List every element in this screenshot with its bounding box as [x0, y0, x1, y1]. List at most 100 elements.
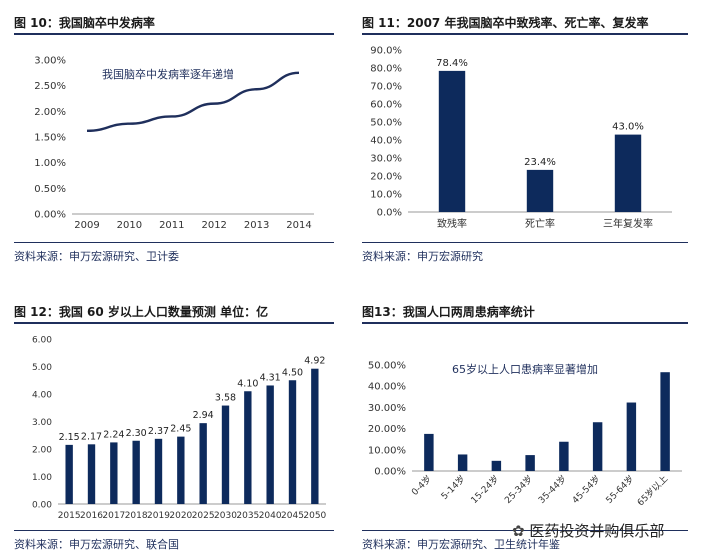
- chart-10-annotation: 我国脑卒中发病率逐年递增: [102, 67, 234, 81]
- chart-12-x-tick-label: 2020: [169, 511, 192, 521]
- chart-11-y-tick-label: 40.0%: [370, 136, 402, 147]
- chart-10-source: 资料来源：申万宏源研究、卫计委: [14, 250, 179, 263]
- chart-13-bar: [491, 460, 502, 471]
- chart-11-y-tick-label: 80.0%: [370, 64, 402, 75]
- chart-10-y-tick-label: 0.00%: [34, 210, 66, 221]
- chart-12-bar: [110, 442, 118, 504]
- chart-13-bar-chart: 0.00% 10.00% 20.00% 30.00% 40.00% 50.00% 0-4岁 5…: [368, 361, 682, 509]
- chart-13-bar: [660, 372, 670, 471]
- chart-11-top-rule: [362, 33, 688, 35]
- chart-12-source: 资料来源：申万宏源研究、联合国: [14, 538, 179, 551]
- chart-10-bottom-rule: [14, 242, 334, 243]
- chart-12-x-tick-label: 2025: [192, 511, 215, 521]
- chart-11-y-tick-label: 10.0%: [370, 190, 402, 201]
- chart-13-x-tick-label: 15-24岁: [468, 473, 501, 506]
- chart-13-y-tick-label: 30.00%: [368, 403, 406, 414]
- chart-11-y-tick-label: 90.0%: [370, 46, 402, 57]
- chart-10-y-tick-label: 1.00%: [34, 158, 66, 169]
- chart-10-x-tick-label: 2013: [244, 220, 269, 231]
- chart-12-bar: [244, 391, 252, 504]
- chart-13-source: 资料来源：申万宏源研究、卫生统计年鉴: [362, 538, 560, 551]
- chart-12-x-tick-label: 2030: [214, 511, 237, 521]
- chart-13-y-tick-label: 20.00%: [368, 424, 406, 435]
- chart-13-y-tick-label: 10.00%: [368, 445, 406, 456]
- chart-13-bar: [424, 433, 434, 471]
- chart-13-x-tick-label: 35-44岁: [536, 473, 569, 506]
- chart-11-y-tick-label: 0.0%: [377, 208, 402, 219]
- chart-12-bar: [199, 423, 207, 504]
- chart-11-y-tick-label: 60.0%: [370, 100, 402, 111]
- chart-12-data-label: 2.94: [193, 410, 214, 421]
- chart-11-bar: [614, 134, 642, 212]
- chart-12-bar-chart: 0.00 1.00 2.00 3.00 4.00 5.00 6.00 2.15 2015 2.17…: [32, 336, 327, 522]
- chart-12-x-tick-label: 2016: [80, 511, 103, 521]
- chart-12-data-label: 2.24: [103, 429, 124, 440]
- chart-12-y-tick-label: 5.00: [32, 363, 52, 373]
- chart-12-y-tick-label: 2.00: [32, 446, 52, 456]
- chart-10-line-chart: 0.00% 0.50% 1.00% 1.50% 2.00% 2.50% 3.00% 2009 2…: [34, 56, 314, 231]
- chart-12-bar: [221, 405, 230, 504]
- chart-13-x-tick-label: 45-54岁: [569, 473, 602, 506]
- chart-12-top-rule: [14, 322, 334, 324]
- chart-13-y-tick-label: 0.00%: [374, 467, 406, 478]
- chart-13-bar: [559, 441, 569, 471]
- chart-12-x-tick-label: 2017: [102, 511, 125, 521]
- chart-11-bottom-rule: [362, 242, 688, 243]
- chart-10-y-tick-label: 1.50%: [34, 133, 66, 144]
- chart-11-title: 图 11：2007 年我国脑卒中致残率、死亡率、复发率: [362, 16, 649, 30]
- chart-13-bar: [525, 455, 535, 471]
- chart-12-y-tick-label: 3.00: [32, 418, 52, 428]
- chart-10-y-tick-label: 0.50%: [34, 184, 66, 195]
- chart-13-x-tick-label: 0-4岁: [409, 473, 434, 498]
- chart-10-top-rule: [14, 33, 334, 35]
- chart-12-bar: [288, 380, 297, 504]
- chart-13-x-tick-label: 65岁以上: [635, 473, 671, 509]
- chart-10-y-tick-label: 2.50%: [34, 81, 66, 92]
- chart-13-y-tick-label: 50.00%: [368, 361, 406, 372]
- watermark-text: 医药投资并购俱乐部: [529, 522, 665, 540]
- chart-11-x-tick-label: 三年复发率: [603, 217, 653, 230]
- chart-11-data-label: 23.4%: [524, 157, 556, 168]
- chart-10-y-tick-label: 2.00%: [34, 107, 66, 118]
- chart-11-y-tick-label: 50.0%: [370, 118, 402, 129]
- chart-12-x-tick-label: 2050: [303, 511, 326, 521]
- chart-12-title: 图 12：我国 60 岁以上人口数量预测 单位：亿: [14, 305, 269, 319]
- chart-11-y-tick-label: 30.0%: [370, 154, 402, 165]
- chart-11-y-tick-label: 20.0%: [370, 172, 402, 183]
- chart-12-y-tick-label: 6.00: [32, 336, 52, 346]
- chart-12-y-tick-label: 1.00: [32, 473, 52, 483]
- chart-12-data-label: 2.30: [126, 428, 147, 439]
- chart-10-x-tick-label: 2009: [74, 220, 99, 231]
- chart-12-x-tick-label: 2015: [58, 511, 81, 521]
- chart-13-y-tick-label: 40.00%: [368, 382, 406, 393]
- chart-10-x-tick-label: 2014: [286, 220, 311, 231]
- chart-12-x-tick-label: 2018: [125, 511, 148, 521]
- chart-10-series-line: [86, 71, 300, 133]
- chart-12-data-label: 2.15: [59, 432, 80, 443]
- chart-13-bar: [626, 402, 637, 471]
- chart-10-x-tick-label: 2012: [201, 220, 226, 231]
- chart-10-y-tick-label: 3.00%: [34, 56, 66, 67]
- chart-13-annotation: 65岁以上人口患病率显著增加: [452, 362, 598, 376]
- chart-13-x-tick-label: 25-34岁: [502, 473, 535, 506]
- chart-12-data-label: 2.45: [170, 424, 191, 435]
- chart-12-data-label: 4.10: [237, 378, 258, 389]
- chart-12-data-label: 2.17: [81, 431, 102, 442]
- chart-11-y-tick-label: 70.0%: [370, 82, 402, 93]
- chart-12-bar: [132, 440, 140, 504]
- chart-12-data-label: 4.31: [260, 372, 281, 383]
- chart-13-bottom-rule: [362, 530, 688, 531]
- chart-11-x-tick-label: 死亡率: [525, 217, 555, 230]
- chart-12-x-tick-label: 2045: [281, 511, 304, 521]
- chart-11-data-label: 43.0%: [612, 122, 644, 133]
- chart-12-bar: [65, 444, 73, 504]
- chart-13-x-tick-label: 5-14岁: [438, 473, 467, 502]
- chart-11-bar-chart: 0.0% 10.0% 20.0% 30.0% 40.0% 50.0% 60.0% 70.0% 8…: [370, 46, 672, 230]
- chart-11-bar: [438, 70, 466, 212]
- chart-10-x-tick-label: 2010: [117, 220, 142, 231]
- chart-12-data-label: 4.50: [282, 367, 303, 378]
- chart-11-source: 资料来源：申万宏源研究: [362, 250, 483, 263]
- chart-12-data-label: 4.92: [304, 356, 325, 367]
- chart-10-title: 图 10：我国脑卒中发病率: [14, 16, 155, 30]
- chart-12-x-tick-label: 2040: [259, 511, 282, 521]
